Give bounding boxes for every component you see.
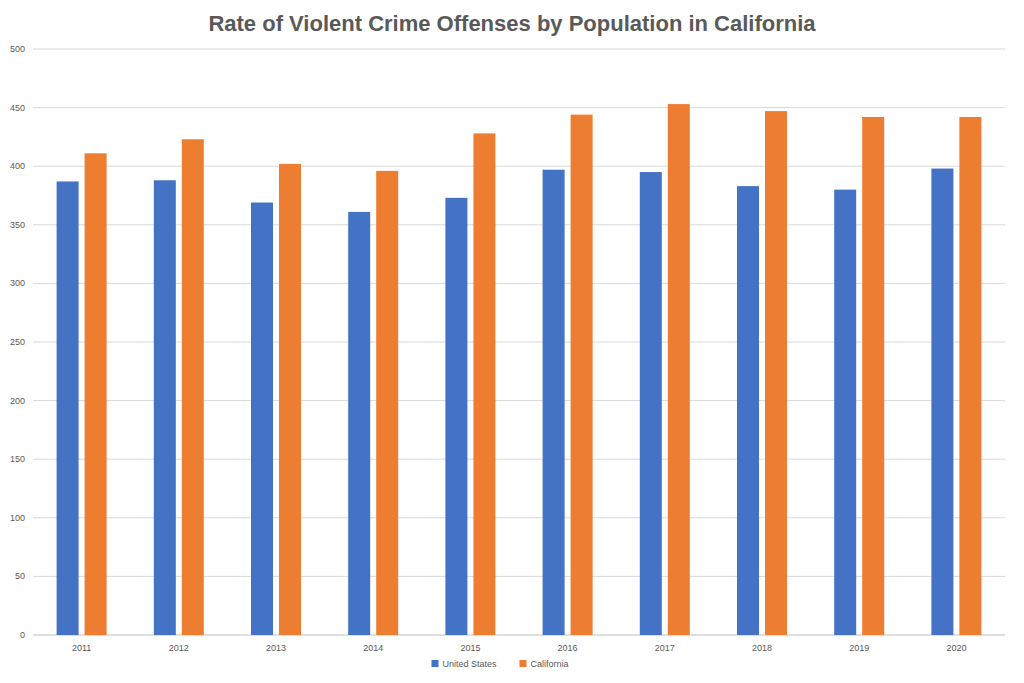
y-tick-label: 0	[20, 630, 25, 640]
grid-line	[33, 49, 1005, 50]
grid-line	[33, 517, 1005, 518]
grid-line	[33, 400, 1005, 401]
bar	[571, 115, 593, 635]
legend-swatch	[520, 660, 527, 667]
bar	[668, 104, 690, 635]
x-tick-label: 2017	[655, 643, 675, 653]
y-tick-label: 250	[10, 337, 25, 347]
grid-line	[33, 224, 1005, 225]
grid-line	[33, 107, 1005, 108]
grid-line	[33, 166, 1005, 167]
grid-line	[33, 342, 1005, 343]
bar	[348, 212, 370, 635]
title: Rate of Violent Crime Offenses by Popula…	[208, 11, 816, 36]
background	[0, 0, 1024, 683]
bar	[862, 117, 884, 635]
bar	[445, 198, 467, 635]
y-tick-label: 100	[10, 513, 25, 523]
bar	[765, 111, 787, 635]
y-tick-label: 150	[10, 454, 25, 464]
y-tick-label: 400	[10, 161, 25, 171]
y-tick-label: 300	[10, 278, 25, 288]
chart-svg: Rate of Violent Crime Offenses by Popula…	[0, 0, 1024, 683]
bar	[154, 180, 176, 635]
grid-line	[33, 283, 1005, 284]
chart-container: Rate of Violent Crime Offenses by Popula…	[0, 0, 1024, 683]
bar	[931, 169, 953, 635]
bar	[834, 190, 856, 635]
bar	[376, 171, 398, 635]
bar	[279, 164, 301, 635]
legend: United States California	[432, 659, 569, 669]
bar	[182, 139, 204, 635]
y-tick-label: 350	[10, 220, 25, 230]
legend-label: California	[531, 659, 569, 669]
bar	[57, 181, 79, 635]
bar	[251, 203, 273, 635]
x-tick-label: 2012	[169, 643, 189, 653]
y-tick-label: 200	[10, 396, 25, 406]
bar	[737, 186, 759, 635]
x-tick-label: 2011	[72, 643, 91, 653]
y-tick-label: 450	[10, 103, 25, 113]
bar	[543, 170, 565, 635]
legend-label: United States	[443, 659, 498, 669]
grid-line	[33, 459, 1005, 460]
x-tick-label: 2014	[363, 643, 383, 653]
grid-line	[33, 635, 1005, 636]
x-tick-label: 2015	[460, 643, 480, 653]
bar	[85, 153, 107, 635]
x-tick-label: 2019	[849, 643, 869, 653]
bar	[640, 172, 662, 635]
x-tick-label: 2016	[558, 643, 578, 653]
grid-line	[33, 576, 1005, 577]
y-tick-label: 50	[15, 571, 25, 581]
y-axis	[33, 49, 34, 635]
x-tick-label: 2013	[266, 643, 286, 653]
y-tick-label: 500	[10, 44, 25, 54]
bar	[959, 117, 981, 635]
x-tick-label: 2018	[752, 643, 772, 653]
legend-swatch	[432, 660, 439, 667]
x-tick-label: 2020	[946, 643, 966, 653]
bars	[57, 104, 982, 635]
bar	[473, 133, 495, 635]
